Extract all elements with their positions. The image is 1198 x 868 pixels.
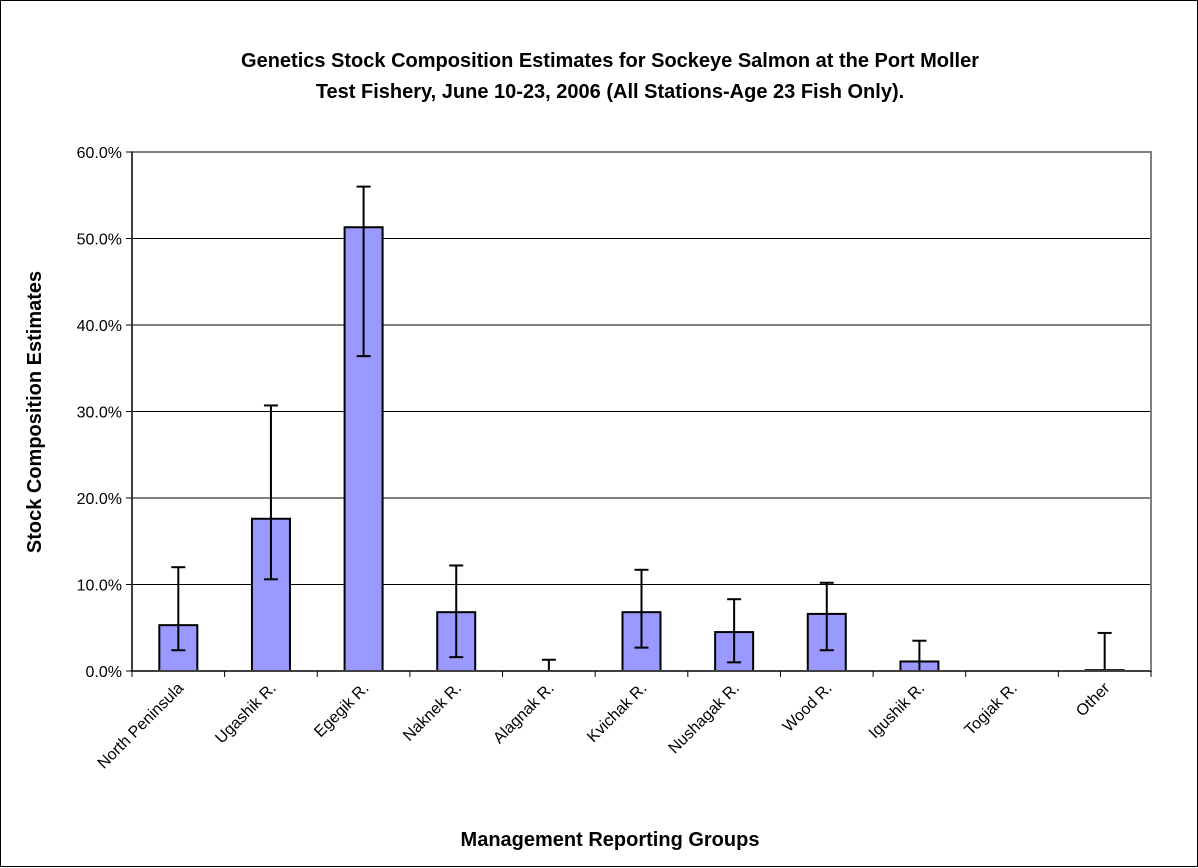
x-tick-label-3: Naknek R.: [400, 680, 465, 745]
x-tick-label-4: Alagnak R.: [490, 680, 557, 747]
error-bar-6: [727, 598, 742, 664]
y-tick-label-5: 50.0%: [77, 232, 122, 249]
y-tick-labels: 0.0% 10.0% 20.0% 30.0% 40.0% 50.0% 60.0%: [77, 145, 122, 681]
x-tick-label-1: Ugashik R.: [212, 680, 279, 747]
y-tick-label-3: 30.0%: [77, 405, 122, 422]
x-tick-label-7: Wood R.: [780, 680, 836, 736]
x-tick-label-5: Kvichak R.: [584, 680, 650, 746]
error-bar-7: [819, 581, 834, 652]
x-tick-label-8: Igushik R.: [866, 680, 928, 742]
error-bar-4: [541, 658, 556, 672]
axes: [126, 151, 1152, 677]
error-bar-2: [356, 185, 371, 358]
x-tick-labels: North Peninsula Ugashik R. Egegik R. Naknek…: [95, 679, 1114, 772]
error-bar-5: [634, 568, 649, 649]
error-bar-10: [1097, 631, 1112, 672]
chart-title-line-2: Test Fishery, June 10-23, 2006 (All Stat…: [316, 81, 904, 103]
y-tick-label-6: 60.0%: [77, 145, 122, 162]
chart-title-line-1: Genetics Stock Composition Estimates for…: [241, 50, 979, 72]
y-axis-title: Stock Composition Estimates: [24, 271, 46, 553]
x-tick-label-0: North Peninsula: [95, 680, 188, 773]
x-tick-label-10: Other: [1073, 679, 1114, 720]
error-bar-0: [171, 566, 186, 652]
x-tick-label-6: Nushagak R.: [666, 680, 743, 757]
y-tick-label-0: 0.0%: [86, 664, 122, 681]
x-tick-label-9: Togiak R.: [962, 680, 1021, 739]
error-bars: [171, 185, 1112, 672]
y-tick-label-1: 10.0%: [77, 578, 122, 595]
x-axis-title: Management Reporting Groups: [461, 829, 760, 851]
error-bar-3: [449, 564, 464, 659]
y-tick-label-4: 40.0%: [77, 318, 122, 335]
error-bar-1: [263, 404, 278, 581]
x-tick-label-2: Egegik R.: [311, 680, 372, 741]
y-tick-label-2: 20.0%: [77, 491, 122, 508]
